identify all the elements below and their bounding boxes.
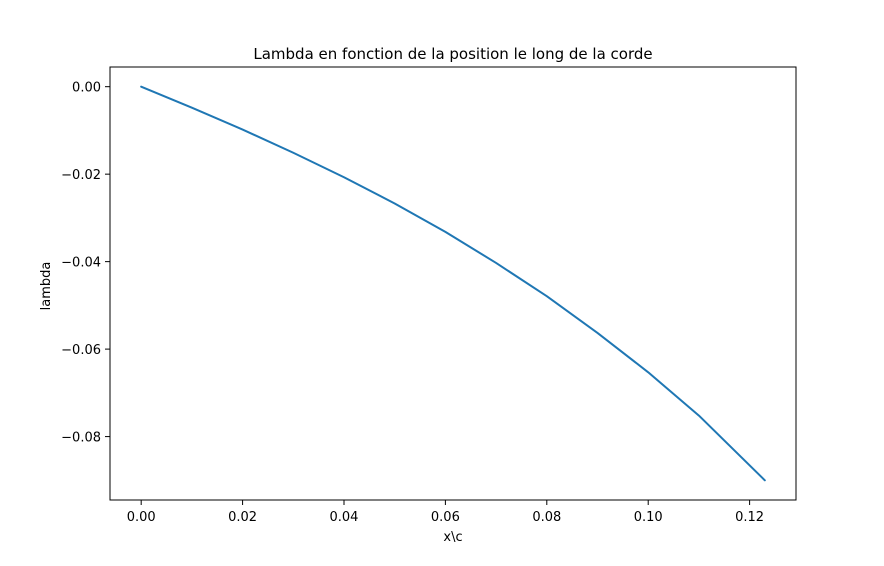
x-tick-label: 0.06 xyxy=(431,510,460,525)
x-tick-label: 0.08 xyxy=(532,510,561,525)
y-axis-label: lambda xyxy=(39,262,54,311)
y-tick-label: 0.00 xyxy=(72,81,101,96)
axes-frame xyxy=(109,66,797,501)
y-tick-label: −0.04 xyxy=(61,256,101,271)
chart-title: Lambda en fonction de la position le lon… xyxy=(253,45,652,63)
x-tick-label: 0.04 xyxy=(330,510,359,525)
y-tick-label: −0.08 xyxy=(61,431,101,446)
x-axis-label: x\c xyxy=(443,530,462,545)
y-tick-label: −0.06 xyxy=(61,343,101,358)
plot-area: 0.00 0.02 0.04 0.06 0.08 0.10 0.12 0.00 −0.02 −0.… xyxy=(61,81,766,525)
x-tick-label: 0.00 xyxy=(127,510,156,525)
series-line xyxy=(140,85,766,482)
x-tick-label: 0.10 xyxy=(634,510,663,525)
x-tick-label: 0.12 xyxy=(735,510,764,525)
x-tick-label: 0.02 xyxy=(228,510,257,525)
y-tick-label: −0.02 xyxy=(61,168,101,183)
